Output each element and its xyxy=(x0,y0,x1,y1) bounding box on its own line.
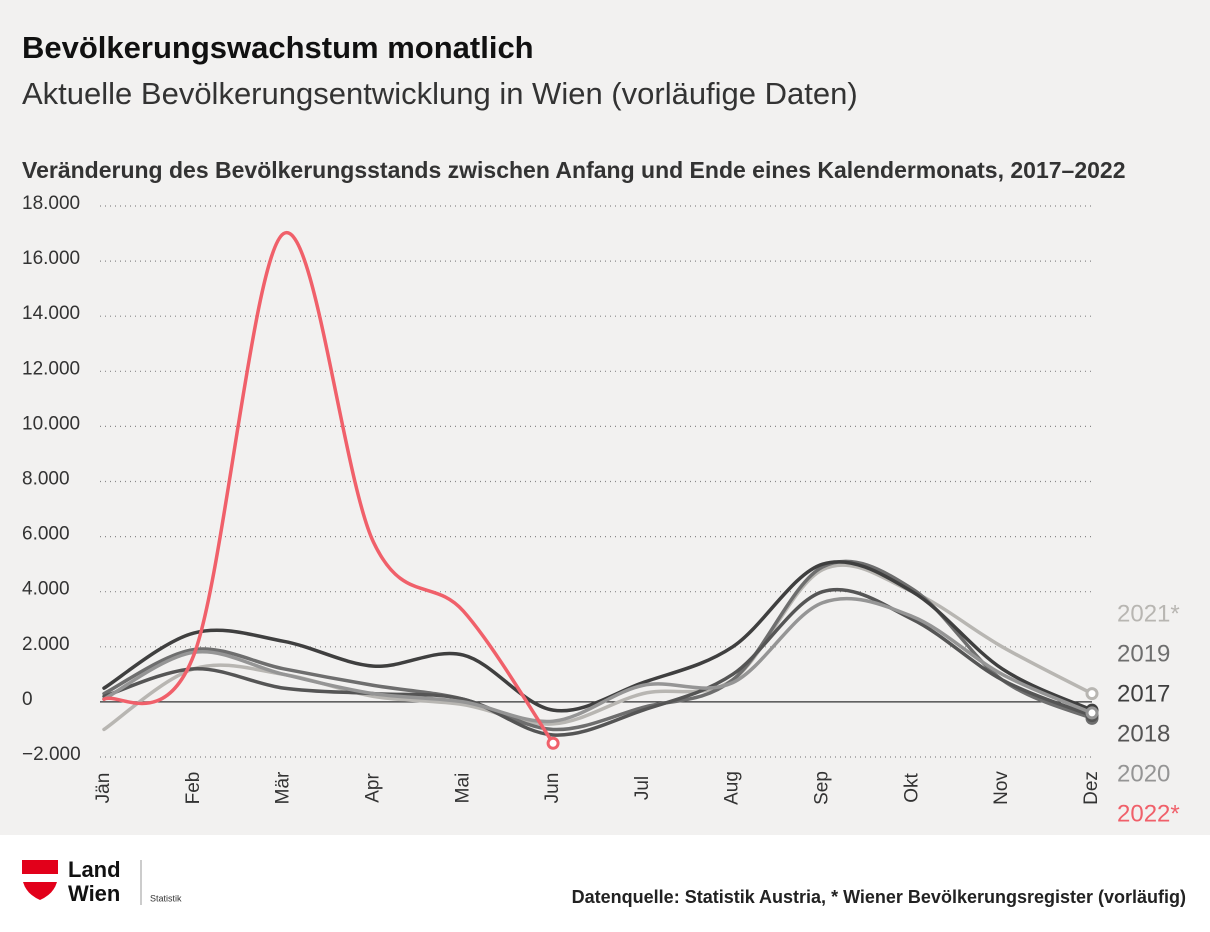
series-line xyxy=(102,587,1094,737)
title: Bevölkerungswachstum monatlich xyxy=(22,30,534,65)
series-line xyxy=(102,596,1094,724)
end-marker xyxy=(1085,687,1099,701)
series-line xyxy=(102,231,555,745)
background xyxy=(0,0,1210,835)
legend-label: 2019 xyxy=(1117,640,1170,667)
logo-bar xyxy=(22,874,58,882)
y-tick-label: −2.000 xyxy=(22,744,81,765)
y-tick-label: 4.000 xyxy=(22,579,70,600)
logo-unit: Statistik xyxy=(150,893,182,903)
y-tick-label: 16.000 xyxy=(22,248,80,269)
logo-text: Land xyxy=(68,857,121,882)
y-tick-label: 10.000 xyxy=(22,413,80,434)
legend-label: 2017 xyxy=(1117,680,1170,707)
legend-label: 2018 xyxy=(1117,720,1170,747)
x-tick-label: Jun xyxy=(542,773,563,804)
subtitle: Aktuelle Bevölkerungsentwicklung in Wien… xyxy=(22,76,858,111)
x-tick-label: Dez xyxy=(1081,771,1102,805)
x-tick-label: Feb xyxy=(183,772,204,805)
x-tick-label: Okt xyxy=(901,773,922,803)
end-marker xyxy=(1085,706,1099,720)
x-tick-label: Sep xyxy=(812,771,833,805)
x-tick-label: Jul xyxy=(632,776,653,800)
y-tick-label: 8.000 xyxy=(22,469,70,490)
logo-text: Wien xyxy=(68,881,120,906)
x-tick-label: Nov xyxy=(991,771,1012,805)
x-tick-label: Mai xyxy=(452,773,473,804)
x-tick-label: Apr xyxy=(362,773,383,803)
y-tick-label: 0 xyxy=(22,689,33,710)
y-tick-label: 18.000 xyxy=(22,193,80,214)
y-tick-label: 2.000 xyxy=(22,634,70,655)
y-tick-label: 14.000 xyxy=(22,303,80,324)
y-tick-label: 6.000 xyxy=(22,524,70,545)
legend-label: 2021* xyxy=(1117,600,1180,627)
legend-label: 2020 xyxy=(1117,760,1170,787)
x-tick-label: Jän xyxy=(93,773,114,804)
y-tick-label: 12.000 xyxy=(22,358,80,379)
source: Datenquelle: Statistik Austria, * Wiener… xyxy=(572,887,1186,907)
chart-title: Veränderung des Bevölkerungsstands zwisc… xyxy=(22,157,1126,183)
x-tick-label: Mär xyxy=(273,771,294,804)
end-marker xyxy=(546,736,560,750)
legend-label: 2022* xyxy=(1117,800,1180,827)
x-tick-label: Aug xyxy=(722,771,743,805)
